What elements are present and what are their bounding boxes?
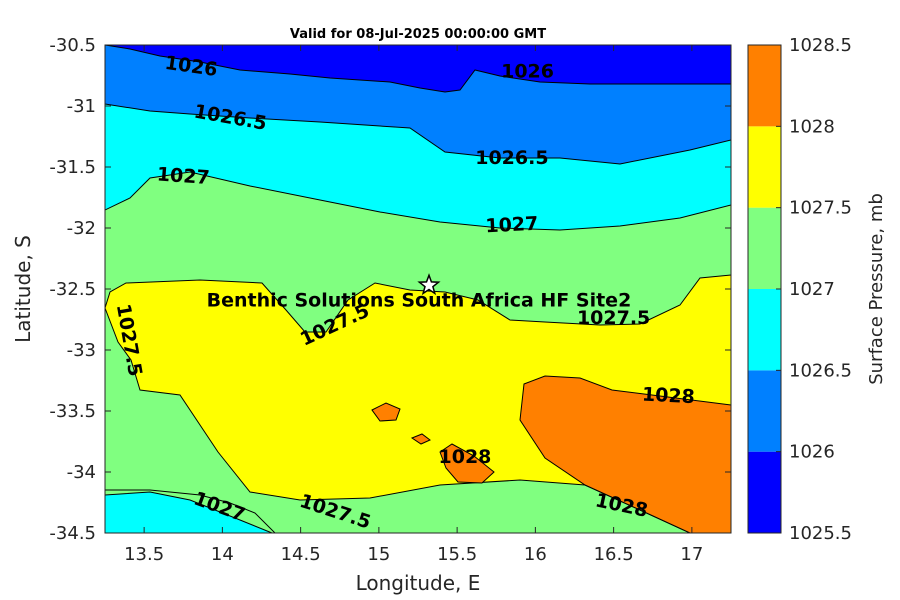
y-tick-label: -31 <box>67 96 96 117</box>
contour-label: 1028 <box>641 383 695 408</box>
y-axis: -30.5 -31 -31.5 -32 -32.5 -33 -33.5 -34 -34.5 <box>49 35 731 544</box>
colorbar-band <box>748 207 781 289</box>
colorbar-tick-label: 1026.5 <box>789 360 852 381</box>
colorbar-band <box>748 289 781 371</box>
x-tick-label: 16.5 <box>594 544 634 565</box>
x-tick-label: 16 <box>524 544 547 565</box>
band-1026-5-bottom <box>105 491 273 533</box>
y-tick-label: -34.5 <box>49 523 96 544</box>
colorbar-band <box>748 45 781 127</box>
chart-title: Valid for 08-Jul-2025 00:00:00 GMT <box>290 27 546 42</box>
x-tick-label: 14 <box>211 544 234 565</box>
colorbar-band <box>748 451 781 533</box>
site-marker-group: Benthic Solutions South Africa HF Site2 <box>207 273 632 311</box>
colorbar-band <box>748 126 781 208</box>
contour-label: 1027 <box>156 163 210 189</box>
band-1028-c <box>439 443 495 484</box>
colorbar-band <box>748 370 781 452</box>
band-1028-b <box>410 433 431 445</box>
colorbar-tick-label: 1028 <box>789 116 835 137</box>
site-label: Benthic Solutions South Africa HF Site2 <box>207 289 632 311</box>
y-tick-label: -33.5 <box>49 401 96 422</box>
colorbar-tick-label: 1026 <box>789 442 835 463</box>
colorbar-tick-label: 1025.5 <box>789 523 852 544</box>
colorbar-label: Surface Pressure, mb <box>866 193 887 385</box>
band-1028-main <box>519 375 731 533</box>
site-star-marker <box>417 273 441 296</box>
contour-label: 1027.5 <box>577 307 650 329</box>
x-tick-label: 17 <box>680 544 703 565</box>
y-tick-label: -32.5 <box>49 279 96 300</box>
y-tick-label: -32 <box>67 218 96 239</box>
contour-label: 1026.5 <box>475 147 548 169</box>
x-tick-label: 13.5 <box>124 544 164 565</box>
y-tick-label: -31.5 <box>49 157 96 178</box>
contour-label: 1028 <box>439 446 492 468</box>
y-tick-label: -33 <box>67 340 96 361</box>
band-1025-5 <box>105 45 731 93</box>
colorbar-tick-label: 1027 <box>789 279 835 300</box>
y-tick-label: -30.5 <box>49 35 96 56</box>
x-axis: 13.5 14 14.5 15 15.5 16 16.5 17 <box>124 45 703 565</box>
x-tick-label: 15.5 <box>437 544 477 565</box>
contour-fill <box>105 45 731 533</box>
colorbar: 1025.5 1026 1026.5 1027 1027.5 1028 1028.5 <box>747 35 852 544</box>
y-tick-label: -34 <box>67 462 96 483</box>
y-axis-label: Latitude, S <box>11 235 35 343</box>
contour-label: 1026 <box>501 60 554 82</box>
band-1028-a <box>371 402 401 422</box>
colorbar-tick-label: 1028.5 <box>789 35 852 56</box>
x-tick-label: 14.5 <box>281 544 321 565</box>
x-axis-label: Longitude, E <box>356 571 481 595</box>
x-tick-label: 15 <box>367 544 390 565</box>
colorbar-tick-label: 1027.5 <box>789 198 852 219</box>
contour-label: 1027 <box>485 213 539 238</box>
